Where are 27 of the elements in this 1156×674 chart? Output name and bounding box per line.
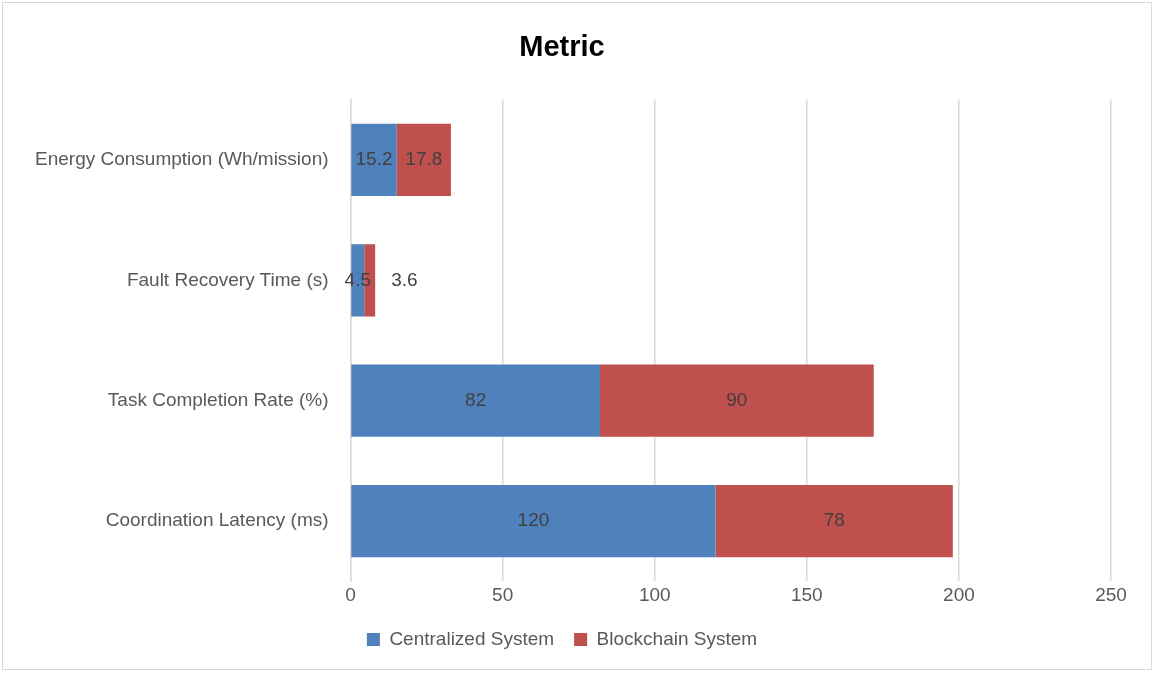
x-tick-label: 0 [345,583,356,605]
data-label: 120 [517,509,550,531]
x-tick-label: 150 [790,583,823,605]
data-label: 78 [823,509,845,531]
chart-title: Metric [519,30,605,63]
bar [351,123,397,197]
y-tick-label: Energy Consumption (Wh/mission) [35,148,329,170]
legend-label: Centralized System [389,627,555,649]
data-label: 4.5 [344,268,371,290]
data-label: 17.8 [405,148,443,170]
data-label: 3.6 [391,268,418,290]
y-tick-label: Fault Recovery Time (s) [126,268,329,290]
bar [715,484,953,558]
bar [599,364,874,437]
data-label: 15.2 [355,148,393,170]
y-tick-label: Task Completion Rate (%) [107,388,329,410]
data-label: 82 [465,388,487,410]
x-tick-label: 250 [1095,583,1127,605]
bar [351,484,716,558]
x-tick-label: 50 [492,583,514,605]
x-tick-label: 100 [638,583,671,605]
x-tick-label: 200 [943,583,975,605]
legend-label: Blockchain System [596,627,758,649]
bar [396,123,451,197]
data-label: 90 [726,388,748,410]
bar [351,364,600,437]
y-tick-label: Coordination Latency (ms) [105,509,329,531]
